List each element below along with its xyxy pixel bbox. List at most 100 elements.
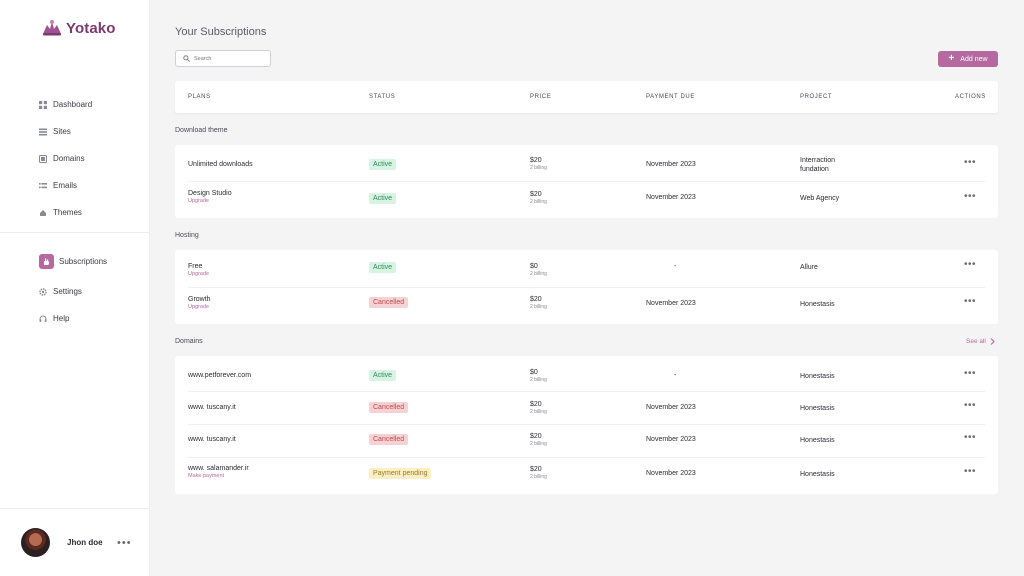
add-new-button[interactable]: + Add new: [938, 51, 998, 67]
table-row[interactable]: www. salamander.ir Make payment Payment p…: [175, 458, 998, 494]
upgrade-link[interactable]: Upgrade: [188, 304, 210, 310]
plan-cell: Growth Upgrade: [188, 296, 211, 310]
make-payment-link[interactable]: Make payment: [188, 473, 225, 479]
table-row[interactable]: Growth Upgrade Cancelled $20 2 billing Nov…: [175, 288, 998, 324]
payment-due: -: [674, 263, 677, 270]
price-value: $20: [530, 157, 542, 164]
sidebar-item-dashboard[interactable]: Dashboard: [0, 91, 150, 118]
sidebar-item-label: Dashboard: [53, 100, 93, 109]
row-divider: [188, 391, 985, 392]
globe-box-icon: [39, 154, 47, 163]
see-all-link[interactable]: See all: [966, 338, 995, 345]
row-divider: [188, 287, 985, 288]
project: Honestasis: [800, 471, 835, 478]
plan-name: Free: [188, 263, 203, 270]
sidebar-item-emails[interactable]: Emails: [0, 172, 150, 199]
billing-text: 2 billing: [530, 473, 547, 480]
search-box[interactable]: [175, 50, 271, 67]
payment-due: November 2023: [646, 404, 696, 411]
more-icon[interactable]: •••: [117, 537, 132, 549]
user-profile[interactable]: Jhon doe: [21, 528, 103, 557]
sidebar-item-label: Subscriptions: [59, 256, 108, 266]
sidebar-item-sites[interactable]: Sites: [0, 118, 150, 145]
payment-due: November 2023: [646, 161, 696, 168]
actions-more-icon[interactable]: •••: [964, 368, 977, 379]
project: Honestasis: [800, 301, 835, 308]
list-icon: [39, 128, 47, 136]
main-nav: Dashboard Sites Domains Emails Themes: [0, 91, 150, 226]
see-all-label: See all: [966, 338, 986, 345]
upgrade-link[interactable]: Upgrade: [188, 271, 210, 277]
sidebar-item-label: Help: [53, 314, 70, 323]
payment-due: November 2023: [646, 300, 696, 307]
billing-text: 2 billing: [530, 303, 547, 310]
upgrade-link[interactable]: Upgrade: [188, 198, 210, 204]
price: $20 2 billing: [530, 401, 547, 415]
payment-due: November 2023: [646, 470, 696, 477]
sidebar-item-help[interactable]: Help: [0, 305, 150, 332]
secondary-nav: Subscriptions Settings Help: [0, 247, 150, 332]
table-row[interactable]: www. tuscany.it Cancelled $20 2 billing N…: [175, 425, 998, 457]
user-name: Jhon doe: [67, 538, 103, 547]
gear-icon: [39, 287, 47, 296]
plan-name: www.petforever.com: [188, 372, 252, 379]
logo-icon: [43, 20, 61, 36]
table-row[interactable]: www.petforever.com Active $0 2 billing - …: [175, 356, 998, 391]
grid-icon: [39, 100, 47, 109]
billing-text: 2 billing: [530, 198, 547, 205]
table-row[interactable]: Unlimited downloads Active $20 2 billing …: [175, 145, 998, 181]
project: Honestasis: [800, 437, 835, 444]
plan-name: Design Studio: [188, 190, 232, 197]
table-row[interactable]: Design Studio Upgrade Active $20 2 billing…: [175, 182, 998, 218]
actions-more-icon[interactable]: •••: [964, 191, 977, 202]
column-header-status: STATUS: [369, 94, 396, 100]
section-card-domains: www.petforever.com Active $0 2 billing - …: [175, 356, 998, 494]
price-value: $20: [530, 191, 542, 198]
price-value: $20: [530, 401, 542, 408]
palette-icon: [39, 209, 47, 217]
sidebar-item-themes[interactable]: Themes: [0, 199, 150, 226]
actions-more-icon[interactable]: •••: [964, 466, 977, 477]
actions-more-icon[interactable]: •••: [964, 157, 977, 168]
plan-cell: Free Upgrade: [188, 263, 209, 277]
hand-icon: [39, 253, 54, 269]
billing-text: 2 billing: [530, 440, 547, 447]
sidebar-item-subscriptions[interactable]: Subscriptions: [0, 247, 150, 275]
avatar: [21, 528, 50, 557]
actions-more-icon[interactable]: •••: [964, 432, 977, 443]
actions-more-icon[interactable]: •••: [964, 259, 977, 270]
row-divider: [188, 181, 985, 182]
status-badge: Payment pending: [369, 468, 432, 480]
status-badge: Cancelled: [369, 434, 409, 446]
billing-text: 2 billing: [530, 164, 547, 171]
sidebar-item-domains[interactable]: Domains: [0, 145, 150, 172]
row-divider: [188, 424, 985, 425]
actions-more-icon[interactable]: •••: [964, 296, 977, 307]
price: $20 2 billing: [530, 191, 547, 205]
price: $20 2 billing: [530, 157, 547, 171]
mail-icon: [39, 182, 47, 190]
price-value: $0: [530, 369, 538, 376]
price-value: $20: [530, 433, 542, 440]
price: $20 2 billing: [530, 296, 547, 310]
actions-more-icon[interactable]: •••: [964, 400, 977, 411]
search-input[interactable]: [194, 55, 264, 62]
project-line: fundation: [800, 166, 829, 174]
status-badge: Active: [369, 193, 397, 205]
headset-icon: [39, 315, 47, 323]
project: Allure: [800, 264, 818, 271]
table-row[interactable]: www. tuscany.it Cancelled $20 2 billing N…: [175, 392, 998, 424]
plan-name: Growth: [188, 296, 211, 303]
column-header-plans: PLANS: [188, 94, 211, 100]
plan-cell: Design Studio Upgrade: [188, 190, 232, 204]
sidebar-item-settings[interactable]: Settings: [0, 278, 150, 305]
plan-name: www. tuscany.it: [188, 404, 236, 411]
logo[interactable]: Yotako: [41, 19, 116, 37]
table-row[interactable]: Free Upgrade Active $0 2 billing - Allure …: [175, 250, 998, 287]
section-title: Hosting: [175, 232, 199, 239]
payment-due: November 2023: [646, 436, 696, 443]
sidebar-divider: [0, 508, 150, 509]
column-header-project: PROJECT: [800, 94, 833, 100]
sidebar-item-label: Sites: [53, 127, 71, 136]
payment-due: -: [674, 372, 677, 379]
